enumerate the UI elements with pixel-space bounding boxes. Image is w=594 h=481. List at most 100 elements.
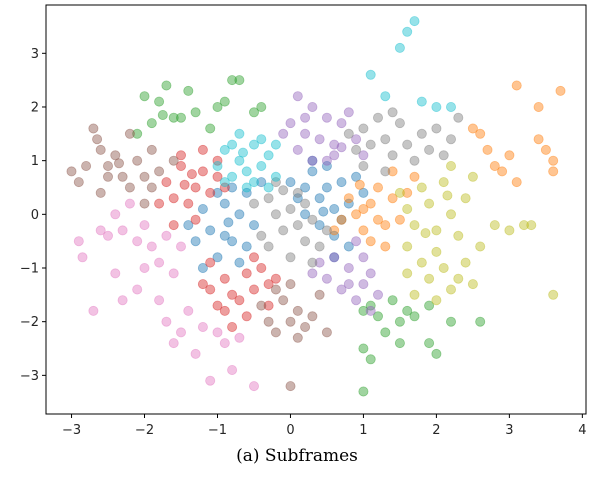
scatter-point [431,348,442,359]
scatter-point [307,102,318,113]
scatter-point [285,316,296,327]
scatter-point [307,311,318,322]
scatter-point [351,144,362,155]
scatter-point [314,220,325,231]
scatter-point [387,295,398,306]
scatter-point [343,241,354,252]
scatter-point [387,166,398,177]
scatter-point [307,166,318,177]
scatter-point [161,80,172,91]
scatter-point [445,284,456,295]
scatter-point [186,169,197,180]
scatter-point [300,198,311,209]
scatter-point [365,354,376,365]
scatter-point [92,134,103,145]
scatter-point [154,295,165,306]
scatter-point [227,236,238,247]
scatter-point [351,171,362,182]
scatter-point [205,257,216,268]
scatter-point [219,96,230,107]
scatter-point [292,332,303,343]
scatter-point [234,209,245,220]
scatter-point [380,241,391,252]
scatter-point [234,257,245,268]
scatter-point [365,300,376,311]
scatter-point [263,300,274,311]
scatter-point [234,75,245,86]
plot-frame [45,4,587,415]
scatter-point [365,305,376,316]
scatter-point [292,305,303,316]
scatter-point [117,171,128,182]
scatter-point [365,198,376,209]
y-tick-label: −1 [20,262,39,277]
scatter-point [343,193,354,204]
scatter-point [358,150,369,161]
scatter-point [358,225,369,236]
scatter-point [343,262,354,273]
scatter-point [431,295,442,306]
scatter-point [263,150,274,161]
scatter-point [103,171,114,182]
scatter-point [519,220,530,231]
scatter-point [329,252,340,263]
scatter-point [256,230,267,241]
scatter-point [212,102,223,113]
scatter-point [219,198,230,209]
scatter-point [183,85,194,96]
scatter-point [234,332,245,343]
scatter-point [270,209,281,220]
scatter-point [358,203,369,214]
scatter-point [248,252,259,263]
scatter-point [402,26,413,37]
scatter-point [161,177,172,188]
scatter-point [227,289,238,300]
scatter-point [445,209,456,220]
scatter-point [248,177,259,188]
scatter-point [307,268,318,279]
scatter-point [329,203,340,214]
scatter-point [132,128,143,139]
scatter-point [219,144,230,155]
points-layer [66,16,566,397]
scatter-point [300,209,311,220]
scatter-point [270,284,281,295]
scatter-point [402,241,413,252]
x-tick-label: −3 [62,423,81,438]
scatter-point [124,128,135,139]
scatter-point [139,262,150,273]
scatter-point [548,155,559,166]
scatter-point [270,327,281,338]
scatter-point [402,139,413,150]
scatter-point [511,177,522,188]
scatter-point [394,214,405,225]
scatter-point [300,321,311,332]
scatter-point [95,144,106,155]
scatter-point [307,155,318,166]
scatter-point [372,311,383,322]
scatter-point [445,160,456,171]
scatter-point [292,187,303,198]
scatter-point [358,279,369,290]
scatter-point [336,118,347,129]
scatter-point [365,139,376,150]
scatter-point [321,273,332,284]
scatter-point [300,128,311,139]
scatter-point [442,190,453,201]
x-tick-label: 4 [578,423,586,438]
scatter-point [205,284,216,295]
scatter-point [241,166,252,177]
scatter-point [424,300,435,311]
scatter-point [314,241,325,252]
scatter-point [95,187,106,198]
scatter-point [190,236,201,247]
scatter-point [117,225,128,236]
scatter-point [132,284,143,295]
scatter-point [219,273,230,284]
x-tick-label: 1 [359,423,367,438]
scatter-point [256,262,267,273]
scatter-point [336,214,347,225]
scatter-point [394,338,405,349]
scatter-point [497,166,508,177]
scatter-point [358,343,369,354]
